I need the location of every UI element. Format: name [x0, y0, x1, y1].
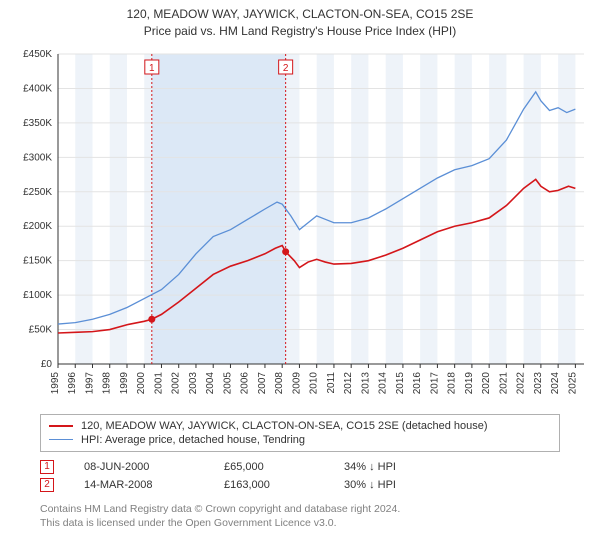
legend: 120, MEADOW WAY, JAYWICK, CLACTON-ON-SEA… [40, 414, 560, 452]
svg-text:2001: 2001 [153, 371, 164, 394]
footer-line-1: Contains HM Land Registry data © Crown c… [40, 502, 560, 516]
sale-price: £163,000 [224, 479, 314, 491]
svg-text:2019: 2019 [464, 371, 475, 394]
title-line-1: 120, MEADOW WAY, JAYWICK, CLACTON-ON-SEA… [10, 6, 590, 23]
svg-text:2010: 2010 [309, 371, 320, 394]
svg-text:1996: 1996 [67, 371, 78, 394]
svg-text:2023: 2023 [533, 371, 544, 394]
sale-price: £65,000 [224, 461, 314, 473]
chart-title-block: 120, MEADOW WAY, JAYWICK, CLACTON-ON-SEA… [0, 0, 600, 42]
svg-text:£300K: £300K [23, 152, 52, 163]
svg-text:2015: 2015 [395, 371, 406, 394]
chart: £0 £50K £100K £150K £200K £250K £300K £350K £400… [10, 46, 590, 406]
svg-text:£0: £0 [41, 359, 53, 370]
svg-text:2012: 2012 [343, 371, 354, 394]
svg-text:£200K: £200K [23, 221, 52, 232]
svg-text:2004: 2004 [205, 371, 216, 394]
svg-text:2025: 2025 [567, 371, 578, 394]
sales-table: 1 08-JUN-2000 £65,000 34% ↓ HPI 2 14-MAR-2008… [40, 458, 560, 494]
svg-text:1995: 1995 [50, 371, 61, 394]
svg-text:£150K: £150K [23, 255, 52, 266]
legend-label: 120, MEADOW WAY, JAYWICK, CLACTON-ON-SEA… [81, 420, 488, 432]
svg-text:2018: 2018 [447, 371, 458, 394]
svg-text:1999: 1999 [119, 371, 130, 394]
svg-text:2002: 2002 [171, 371, 182, 394]
legend-row: 120, MEADOW WAY, JAYWICK, CLACTON-ON-SEA… [49, 419, 551, 433]
svg-text:2007: 2007 [257, 371, 268, 394]
title-line-2: Price paid vs. HM Land Registry's House … [10, 23, 590, 40]
sale-rel: 30% ↓ HPI [344, 479, 396, 491]
legend-swatch [49, 439, 73, 440]
svg-text:£100K: £100K [23, 290, 52, 301]
svg-text:2011: 2011 [326, 371, 337, 393]
svg-text:£250K: £250K [23, 186, 52, 197]
svg-text:2021: 2021 [498, 371, 509, 394]
sale-date: 14-MAR-2008 [84, 479, 194, 491]
svg-text:1997: 1997 [84, 371, 95, 394]
svg-text:2003: 2003 [188, 371, 199, 394]
svg-text:2017: 2017 [429, 371, 440, 394]
sale-marker-box: 2 [40, 478, 54, 492]
legend-swatch [49, 425, 73, 427]
svg-text:2016: 2016 [412, 371, 423, 394]
svg-text:1: 1 [149, 63, 155, 74]
svg-text:2013: 2013 [360, 371, 371, 394]
sale-row: 2 14-MAR-2008 £163,000 30% ↓ HPI [40, 476, 560, 494]
svg-text:2014: 2014 [378, 371, 389, 394]
svg-text:2022: 2022 [516, 371, 527, 394]
svg-text:£400K: £400K [23, 83, 52, 94]
svg-text:2006: 2006 [240, 371, 251, 394]
svg-text:1998: 1998 [102, 371, 113, 394]
sale-marker-box: 1 [40, 460, 54, 474]
footer-line-2: This data is licensed under the Open Gov… [40, 516, 560, 530]
svg-text:2020: 2020 [481, 371, 492, 394]
sale-row: 1 08-JUN-2000 £65,000 34% ↓ HPI [40, 458, 560, 476]
svg-text:2: 2 [283, 63, 289, 74]
footer: Contains HM Land Registry data © Crown c… [40, 502, 560, 530]
svg-text:£350K: £350K [23, 117, 52, 128]
svg-text:£450K: £450K [23, 49, 52, 60]
svg-text:2000: 2000 [136, 371, 147, 394]
sale-date: 08-JUN-2000 [84, 461, 194, 473]
svg-text:2005: 2005 [222, 371, 233, 394]
legend-label: HPI: Average price, detached house, Tend… [81, 434, 305, 446]
svg-text:£50K: £50K [29, 324, 53, 335]
svg-text:2009: 2009 [291, 371, 302, 394]
svg-text:2024: 2024 [550, 371, 561, 394]
sale-rel: 34% ↓ HPI [344, 461, 396, 473]
legend-row: HPI: Average price, detached house, Tend… [49, 433, 551, 447]
svg-text:2008: 2008 [274, 371, 285, 394]
